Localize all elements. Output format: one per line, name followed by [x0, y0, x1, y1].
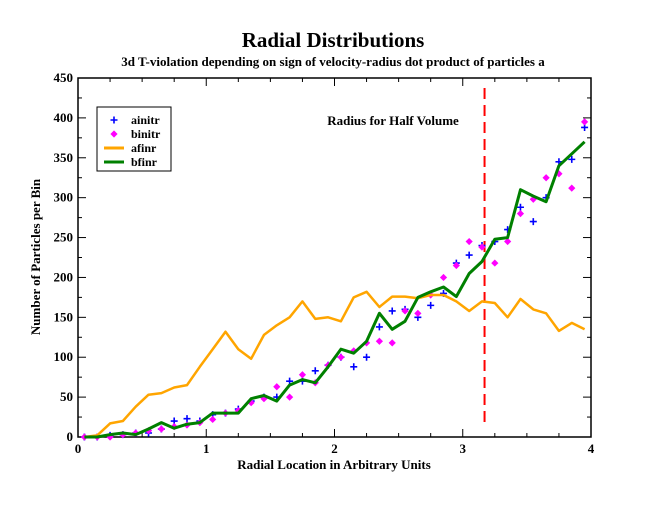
series-afinr: [84, 290, 586, 439]
binitr-point: [478, 243, 486, 251]
y-tick-label: 0: [67, 429, 74, 444]
binitr-point: [298, 371, 307, 379]
ainitr-point: [427, 301, 435, 309]
binitr-point: [350, 347, 358, 355]
legend-item-ainitr: ainitr: [110, 113, 160, 127]
ainitr-point: [388, 307, 396, 315]
ticks: [77, 77, 592, 438]
legend-label: binitr: [131, 127, 161, 141]
binitr-point: [504, 237, 512, 246]
binitr-point: [273, 383, 281, 391]
binitr-point: [465, 237, 473, 246]
series-bfinr: [84, 140, 586, 439]
ainitr-point: [311, 367, 319, 375]
ainitr-point: [529, 218, 537, 226]
y-tick-label: 250: [54, 230, 74, 245]
ainitr-point: [465, 251, 473, 259]
y-tick-label: 200: [54, 269, 74, 284]
legend-box: [96, 106, 172, 172]
binitr-point: [580, 118, 589, 126]
y-tick-label: 400: [54, 110, 74, 125]
binitr-point: [491, 259, 499, 267]
y-axis-label: Number of Particles per Bin: [28, 178, 43, 335]
x-tick-label: 3: [460, 441, 467, 456]
y-tick-label: 50: [60, 389, 73, 404]
binitr-point: [388, 339, 396, 347]
x-axis-label: Radial Location in Arbitrary Units: [237, 457, 431, 472]
x-tick-label: 0: [75, 441, 82, 456]
afinr-line: [84, 290, 586, 439]
binitr-point: [337, 353, 345, 361]
legend-swatch: [110, 116, 118, 124]
bfinr-line: [84, 140, 586, 439]
legend-label: afinr: [131, 141, 157, 155]
binitr-point: [414, 309, 422, 317]
x-tick-label: 1: [203, 441, 210, 456]
binitr-point: [375, 337, 383, 345]
binitr-point: [401, 307, 409, 315]
legend-swatch: [110, 130, 118, 138]
ainitr-point: [183, 415, 191, 423]
y-tick-label: 100: [54, 349, 74, 364]
binitr-point: [439, 273, 448, 282]
binitr-point: [209, 415, 217, 424]
chart-subtitle: 3d T-violation depending on sign of velo…: [121, 54, 545, 69]
binitr-point: [286, 393, 294, 401]
binitr-point: [452, 261, 460, 270]
binitr-point: [568, 184, 576, 192]
y-tick-label: 450: [54, 70, 74, 85]
legend-item-binitr: binitr: [110, 127, 161, 141]
series-layer: [80, 118, 589, 441]
binitr-point: [516, 210, 525, 218]
y-tick-labels: 0 50 100 150 200 250 300 350 400 450: [54, 70, 74, 444]
y-tick-label: 350: [54, 150, 74, 165]
legend-item-bfinr: bfinr: [104, 155, 158, 169]
binitr-point: [529, 195, 537, 203]
half-volume-annotation: Radius for Half Volume: [327, 113, 459, 128]
legend-label: bfinr: [131, 155, 158, 169]
legend-label: ainitr: [131, 113, 160, 127]
ainitr-point: [568, 155, 576, 163]
binitr-point: [542, 174, 550, 182]
y-tick-label: 150: [54, 309, 74, 324]
x-tick-labels: 0 1 2 3 4: [75, 441, 595, 456]
x-tick-label: 2: [331, 441, 338, 456]
binitr-point: [157, 425, 165, 433]
chart-title: Radial Distributions: [242, 28, 425, 52]
ainitr-point: [363, 353, 371, 361]
ainitr-point: [375, 323, 383, 331]
binitr-point: [119, 431, 127, 439]
legend-item-afinr: afinr: [104, 141, 157, 155]
y-tick-label: 300: [54, 190, 74, 205]
ainitr-point: [516, 203, 524, 211]
ainitr-point: [350, 363, 358, 371]
x-tick-label: 4: [588, 441, 595, 456]
